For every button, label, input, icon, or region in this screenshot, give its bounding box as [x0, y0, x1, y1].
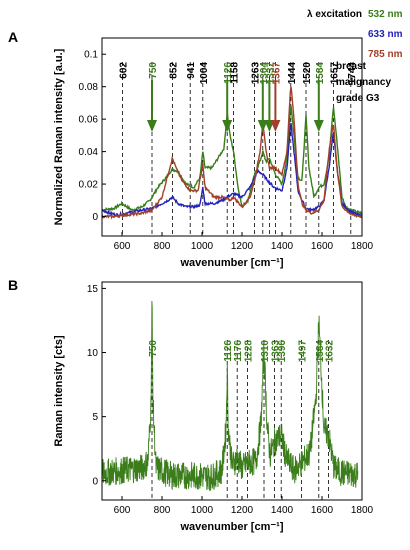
peak-label: 602	[118, 62, 129, 79]
peak-label: 1126	[223, 62, 234, 84]
panel-a-y-axis-label: Normalized Raman intensity [a.u.]	[53, 48, 65, 225]
peak-label: 1520	[302, 62, 313, 85]
y-tick-label: 0.1	[84, 50, 98, 61]
x-tick-label: 600	[114, 505, 131, 516]
series-line	[101, 300, 359, 491]
x-tick-label: 1600	[311, 505, 334, 516]
annotation-line: breast	[336, 61, 367, 72]
y-tick-label: 0.02	[79, 180, 99, 191]
x-tick-label: 1200	[231, 241, 254, 252]
peak-arrowhead	[313, 120, 324, 132]
x-tick-label: 1200	[231, 505, 254, 516]
y-tick-label: 10	[87, 348, 99, 359]
legend-item-633: 633 nm	[368, 29, 403, 40]
annotation-line: malignancy	[336, 77, 391, 88]
series-line	[101, 105, 363, 216]
annotation-line: grade G3	[336, 93, 380, 104]
y-tick-label: 0	[92, 212, 98, 223]
x-tick-label: 1800	[351, 241, 374, 252]
peak-arrowhead	[270, 120, 281, 132]
panel-b-y-axis-label: Raman intensity [cts]	[53, 335, 65, 447]
x-tick-label: 1000	[191, 505, 214, 516]
peak-label: 1158	[230, 62, 241, 84]
peak-label: 1367	[271, 62, 282, 85]
panel-a-axes-frame	[101, 37, 363, 237]
y-tick-label: 0	[92, 476, 98, 487]
peak-label: 1584	[315, 62, 326, 85]
peak-arrowhead	[147, 120, 157, 132]
x-tick-label: 1400	[271, 505, 294, 516]
peak-label: 1632	[324, 340, 335, 363]
legend-title: λ excitation	[307, 9, 362, 20]
x-tick-label: 800	[154, 241, 171, 252]
panel-b-letter: B	[8, 277, 18, 293]
legend: λ excitation 532 nm 633 nm 785 nm	[307, 9, 403, 60]
series-line	[101, 122, 363, 219]
y-tick-label: 0.06	[79, 115, 99, 126]
peak-label: 1126	[223, 340, 234, 362]
panel-b-x-axis-label: wavenumber [cm⁻¹]	[180, 521, 284, 533]
x-tick-label: 1400	[271, 241, 294, 252]
panel-a-letter: A	[8, 29, 18, 45]
peak-label: 750	[148, 62, 159, 79]
peak-label: 1228	[244, 340, 255, 363]
peak-label: 1310	[260, 340, 271, 363]
panel-a-x-axis-label: wavenumber [cm⁻¹]	[180, 257, 284, 269]
panel-a-annotation: breast malignancy grade G3	[336, 61, 391, 104]
x-tick-label: 1000	[191, 241, 214, 252]
panel-b-axes-frame	[101, 281, 363, 501]
peak-label: 1444	[287, 62, 298, 85]
y-tick-label: 0.04	[79, 147, 99, 158]
peak-label: 1363	[271, 340, 282, 363]
peak-label: 941	[186, 62, 197, 79]
peak-label: 1744	[347, 62, 358, 85]
x-tick-label: 1600	[311, 241, 334, 252]
peak-arrowhead	[257, 120, 268, 132]
peak-label: 750	[148, 340, 159, 357]
x-tick-label: 600	[114, 241, 131, 252]
peak-label: 1657	[329, 62, 340, 85]
y-tick-label: 5	[92, 412, 98, 423]
peak-label: 1396	[277, 340, 288, 363]
peak-label: 1584	[315, 340, 326, 363]
x-tick-label: 1800	[351, 505, 374, 516]
series-line	[101, 86, 363, 220]
y-tick-label: 15	[87, 284, 99, 295]
peak-label: 1004	[199, 62, 210, 85]
peak-label: 1176	[233, 340, 244, 362]
peak-arrowhead	[222, 120, 233, 132]
legend-item-785: 785 nm	[368, 49, 403, 60]
peak-label: 1497	[297, 340, 308, 363]
peak-label: 1304	[259, 62, 270, 85]
x-tick-label: 800	[154, 505, 171, 516]
legend-item-532: 532 nm	[368, 9, 403, 20]
peak-label: 1263	[251, 62, 262, 85]
y-tick-label: 0.08	[79, 82, 99, 93]
peak-label: 852	[168, 62, 179, 79]
peak-label: 1337	[265, 62, 276, 85]
